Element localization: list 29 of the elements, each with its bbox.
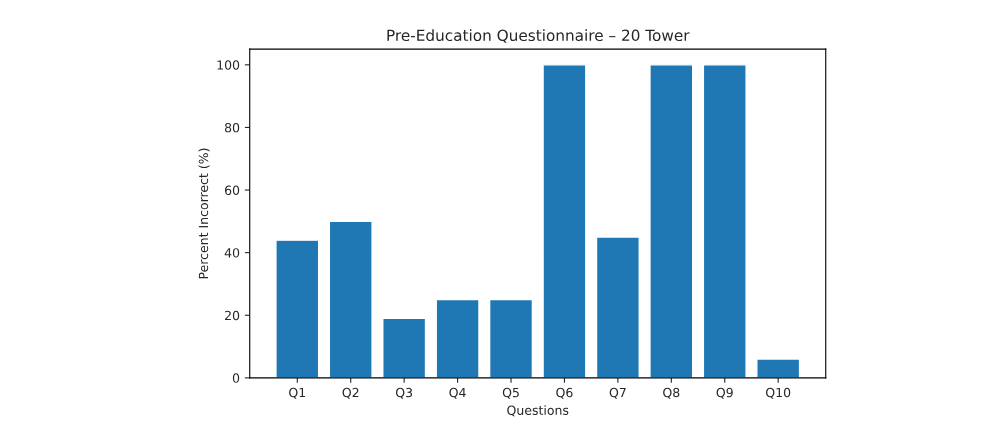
- x-tick-label: Q8: [663, 387, 680, 399]
- bar: [435, 298, 480, 378]
- y-tick-label: 20: [225, 310, 240, 321]
- y-axis-title: Percent Incorrect (%): [198, 148, 210, 279]
- bar: [275, 239, 320, 378]
- x-tick-label: Q4: [449, 387, 466, 399]
- bar: [328, 220, 373, 378]
- x-tick-label: Q7: [609, 387, 626, 399]
- bar: [595, 236, 640, 378]
- x-tick-label: Q2: [342, 387, 359, 399]
- x-tick-label: Q1: [289, 387, 306, 399]
- bar: [649, 64, 694, 378]
- bar: [756, 358, 801, 378]
- y-tick-label: 80: [224, 122, 240, 133]
- y-tick-label: 60: [224, 185, 240, 195]
- x-tick-label: Q6: [556, 387, 573, 399]
- x-tick-label: Q10: [766, 387, 791, 399]
- x-axis-title: Questions: [507, 405, 569, 417]
- y-tick-label: 40: [224, 248, 240, 258]
- bar: [542, 64, 587, 378]
- bar: [702, 64, 747, 378]
- x-tick-label: Q9: [716, 387, 733, 399]
- y-tick-label: 100: [217, 60, 240, 70]
- x-tick-label: Q5: [502, 387, 519, 399]
- bar: [382, 317, 427, 378]
- x-tick-label: Q3: [395, 387, 413, 399]
- chart-title: Pre-Education Questionnaire – 20 Tower: [387, 29, 690, 43]
- y-tick-label: 0: [232, 373, 240, 383]
- bar: [488, 298, 534, 378]
